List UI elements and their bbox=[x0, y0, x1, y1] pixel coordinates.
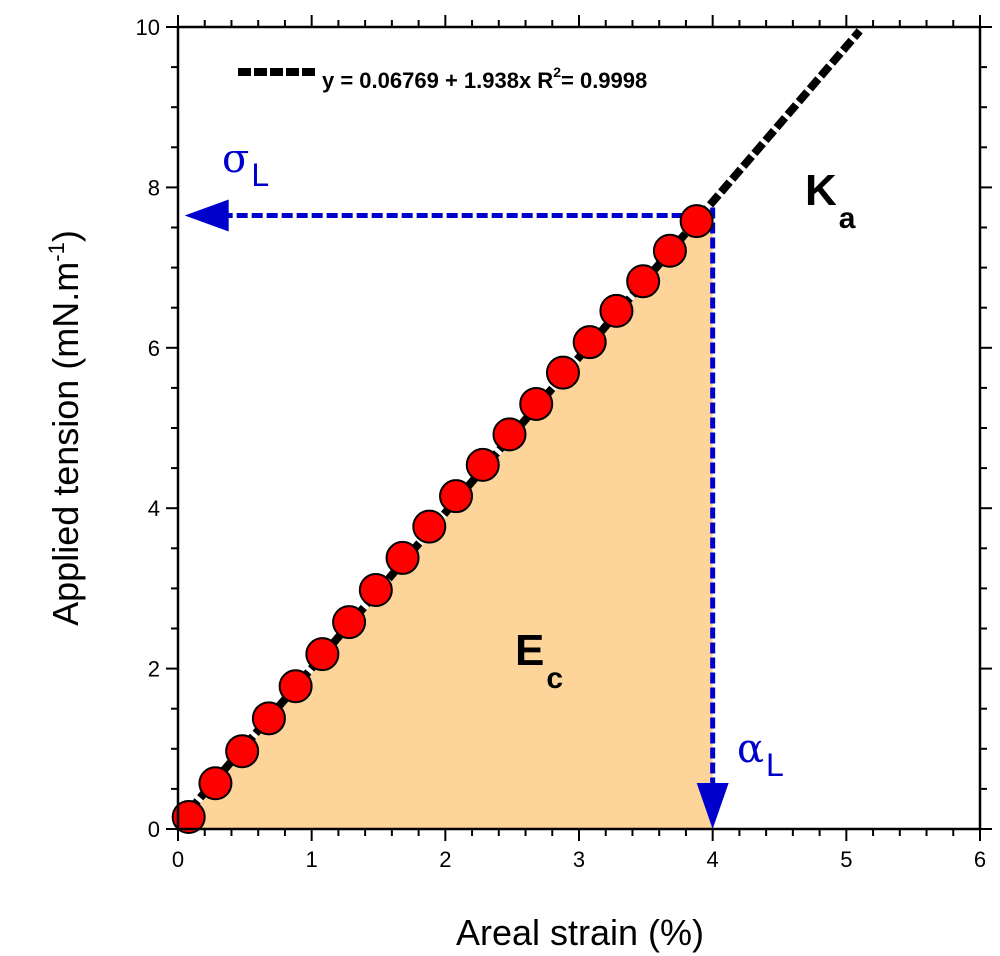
x-tick-label: 5 bbox=[840, 847, 852, 872]
data-point bbox=[385, 540, 420, 575]
alpha-arrow-head bbox=[696, 783, 729, 829]
data-point bbox=[439, 479, 474, 514]
data-point bbox=[358, 573, 393, 608]
data-point bbox=[412, 509, 447, 544]
label-sigma-main: σ bbox=[222, 136, 249, 182]
data-point bbox=[278, 669, 313, 704]
energy-area bbox=[178, 207, 713, 829]
data-point bbox=[652, 233, 687, 268]
y-axis-title: Applied tension (mN.m-1) bbox=[44, 230, 86, 626]
x-tick-label: 4 bbox=[707, 847, 719, 872]
data-point bbox=[545, 355, 580, 390]
y-tick-label: 0 bbox=[148, 817, 160, 842]
label-ec: Ec bbox=[515, 626, 563, 695]
data-point bbox=[225, 734, 260, 769]
y-axis-title-main: Applied tension (mN.m bbox=[45, 262, 86, 626]
data-point bbox=[198, 766, 233, 801]
label-alpha-sub: L bbox=[766, 747, 784, 783]
y-tick-label: 10 bbox=[136, 15, 160, 40]
y-axis-title-sup: -1 bbox=[44, 242, 69, 262]
data-point bbox=[519, 386, 554, 421]
data-point bbox=[332, 605, 367, 640]
x-axis-title: Areal strain (%) bbox=[456, 912, 704, 953]
label-ka: Ka bbox=[805, 166, 856, 235]
data-point bbox=[171, 799, 206, 834]
data-point bbox=[599, 293, 634, 328]
y-tick-label: 4 bbox=[148, 496, 160, 521]
y-tick-label: 8 bbox=[148, 175, 160, 200]
data-point bbox=[626, 264, 661, 299]
points-layer bbox=[171, 204, 714, 834]
sigma-arrow-head bbox=[184, 199, 229, 232]
data-point bbox=[492, 417, 527, 452]
data-point bbox=[679, 204, 714, 239]
label-ka-main: K bbox=[805, 166, 837, 215]
data-point bbox=[251, 701, 286, 736]
legend-equation-prefix: y = 0.06769 + 1.938x R bbox=[322, 68, 553, 93]
ticks-layer: 0 1 2 3 4 5 6 0 2 4 6 8 10 bbox=[136, 15, 992, 872]
data-point bbox=[465, 447, 500, 482]
y-tick-label: 2 bbox=[148, 657, 160, 682]
label-sigma-sub: L bbox=[251, 157, 269, 193]
x-tick-label: 1 bbox=[306, 847, 318, 872]
legend-equation-sup: 2 bbox=[553, 64, 561, 80]
label-ec-sub: c bbox=[546, 662, 563, 695]
y-tick-label: 6 bbox=[148, 336, 160, 361]
label-ka-sub: a bbox=[839, 202, 856, 235]
data-point bbox=[305, 637, 340, 672]
x-tick-label: 2 bbox=[439, 847, 451, 872]
label-sigma-l: σL bbox=[222, 136, 269, 193]
label-ec-main: E bbox=[515, 626, 544, 675]
legend-equation-suffix: = 0.9998 bbox=[561, 68, 647, 93]
x-tick-label: 0 bbox=[172, 847, 184, 872]
y-axis-title-close: ) bbox=[45, 230, 86, 242]
label-alpha-l: αL bbox=[737, 726, 784, 783]
data-point bbox=[572, 325, 607, 360]
x-tick-label: 6 bbox=[974, 847, 986, 872]
area-layer bbox=[178, 207, 713, 829]
label-alpha-main: α bbox=[737, 726, 764, 772]
x-tick-label: 3 bbox=[573, 847, 585, 872]
legend-equation: y = 0.06769 + 1.938x R2= 0.9998 bbox=[322, 64, 647, 93]
arrow-layer bbox=[184, 199, 729, 829]
